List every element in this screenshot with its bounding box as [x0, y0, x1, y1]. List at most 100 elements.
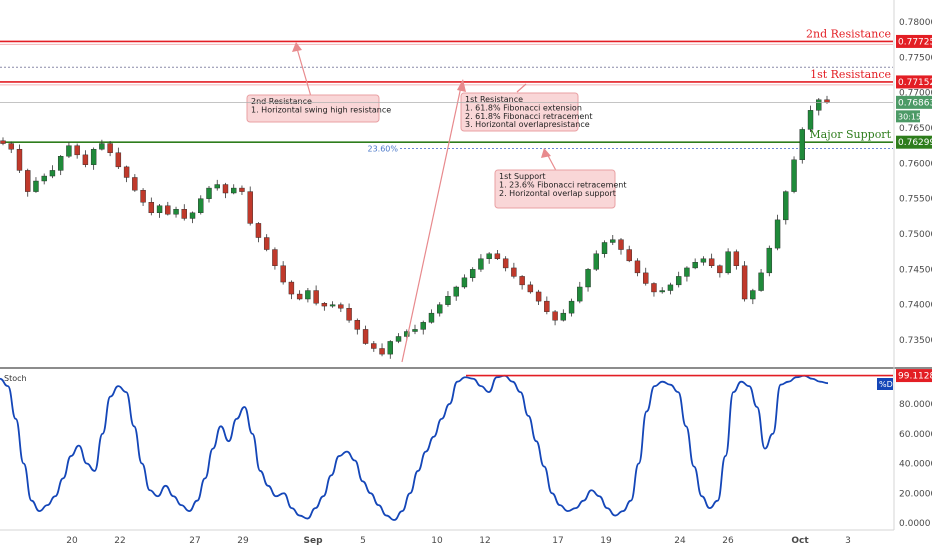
- level-label-2: Major Support: [809, 128, 891, 141]
- candle-body: [610, 239, 616, 243]
- annotation-bg: [494, 169, 616, 209]
- candle-body: [346, 308, 352, 321]
- candle-body: [313, 290, 319, 304]
- arrow-1st-resistance: [516, 83, 527, 93]
- candle-body: [428, 312, 435, 323]
- candle-body: [700, 258, 707, 263]
- candle-body: [371, 343, 377, 349]
- price-levels: 23.60% 2nd Resistance 1st Resistance Major …: [0, 27, 893, 153]
- candle-body: [502, 258, 509, 269]
- annotation-arrows: [292, 42, 561, 363]
- candle-body: [206, 187, 212, 199]
- candle-body: [107, 143, 113, 153]
- candle-body: [16, 148, 23, 171]
- arrowhead-2nd-resistance: [292, 42, 302, 52]
- candle-body: [437, 304, 443, 314]
- candle-body: [527, 284, 534, 293]
- separators: [0, 0, 932, 531]
- candle-body: [123, 166, 130, 178]
- legend-text: %D: [879, 380, 893, 389]
- tag-bg: [896, 95, 932, 109]
- candle-body: [247, 191, 253, 224]
- legend-bg: [877, 378, 893, 390]
- candle-body: [486, 253, 492, 259]
- candle-body: [305, 290, 311, 300]
- candle-body: [296, 293, 303, 300]
- candle-body: [412, 329, 418, 332]
- candle-body: [511, 267, 517, 277]
- candle-body: [601, 242, 608, 254]
- candle-body: [99, 143, 105, 150]
- candle-body: [544, 300, 550, 312]
- stoch-value-tag: 99.1128: [896, 369, 932, 383]
- stoch-tick-label: 20.0000: [899, 489, 932, 499]
- candle-body: [741, 265, 748, 300]
- candle-body: [634, 260, 641, 274]
- time-axis: 20 22 27 29 Sep 5 10 12 17 19 24 26 Oct 3: [66, 536, 851, 546]
- time-tick-label: 12: [479, 536, 490, 546]
- time-tick-label: 20: [66, 536, 78, 546]
- candle-body: [189, 212, 196, 219]
- tag-text: 0.76299: [898, 138, 932, 148]
- candle-body: [231, 187, 237, 194]
- candle-body: [395, 336, 402, 342]
- annotation-line: 1. 23.6% Fibonacci retracement: [499, 181, 627, 190]
- candle-body: [140, 189, 146, 203]
- candle-body: [519, 276, 525, 286]
- annotation-title: 2nd Resistance: [251, 97, 312, 106]
- stochastic-series: Stoch: [0, 374, 893, 521]
- candle-body: [239, 187, 245, 192]
- candle-body: [469, 269, 476, 279]
- candle-body: [66, 145, 72, 157]
- candle-body: [49, 170, 56, 177]
- arrow-2nd-resistance: [295, 44, 313, 101]
- candle-body: [692, 262, 698, 269]
- annotation-line: 3. Horizontal overlapresistance: [465, 120, 590, 129]
- annotation-line: 1. 61.8% Fibonacci extension: [465, 104, 582, 113]
- candle-body: [222, 184, 229, 194]
- candle-body: [717, 265, 723, 274]
- candle-body: [33, 180, 39, 192]
- candle-body: [173, 209, 179, 215]
- candle-body: [379, 348, 385, 355]
- time-tick-label: 5: [360, 536, 366, 546]
- tag-text: 0.77725: [898, 37, 932, 47]
- time-tick-label: 26: [722, 536, 734, 546]
- candle-body: [774, 219, 781, 249]
- candle-body: [593, 253, 599, 270]
- candle-body: [461, 277, 468, 288]
- annotation-line: 2. Horizontal overlap support: [499, 189, 616, 198]
- candle-body: [8, 143, 14, 150]
- countdown-bg: [896, 110, 920, 123]
- arrowhead-1st-support: [541, 148, 551, 158]
- candle-body: [651, 283, 657, 293]
- time-tick-label: 17: [552, 536, 563, 546]
- tag-text: 0.76863: [898, 98, 932, 108]
- candle-body: [618, 239, 624, 250]
- candle-body: [626, 249, 632, 262]
- candle-body: [750, 290, 756, 300]
- stoch-d-line: [0, 374, 829, 521]
- countdown-tag: 30:15: [896, 110, 921, 123]
- level-value-tag-1: 0.77152: [896, 75, 932, 89]
- candle-body: [568, 300, 575, 314]
- candle-body: [667, 284, 674, 291]
- time-tick-label: 24: [674, 536, 686, 546]
- candle-body: [74, 145, 80, 156]
- candle-body: [255, 223, 262, 238]
- arrowhead-swing-low: [457, 79, 466, 92]
- time-tick-label: 3: [845, 536, 851, 546]
- current-price-tag: 0.76863: [896, 95, 932, 109]
- level-label-0: 2nd Resistance: [806, 27, 891, 40]
- annotation-title: 1st Support: [499, 172, 546, 181]
